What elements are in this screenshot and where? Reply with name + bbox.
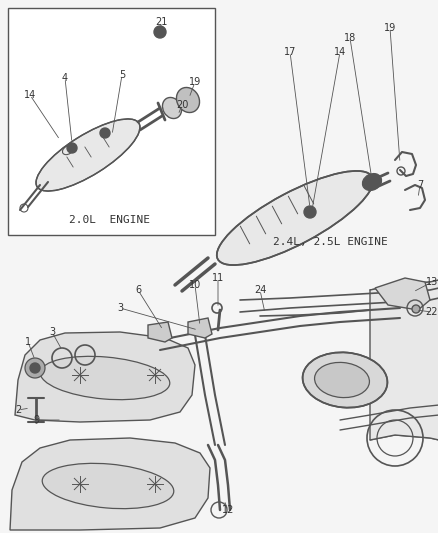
Text: 9: 9	[33, 415, 39, 425]
Text: 21: 21	[155, 17, 167, 27]
Polygon shape	[369, 280, 438, 440]
Text: 3: 3	[49, 327, 55, 337]
Text: 4: 4	[62, 73, 68, 83]
Text: 1: 1	[25, 337, 31, 347]
Text: 14: 14	[333, 47, 345, 57]
Ellipse shape	[302, 352, 386, 408]
Text: 19: 19	[188, 77, 201, 87]
Text: 11: 11	[212, 273, 224, 283]
Text: 2.4L, 2.5L ENGINE: 2.4L, 2.5L ENGINE	[272, 237, 386, 247]
Polygon shape	[148, 322, 172, 342]
Polygon shape	[187, 318, 212, 338]
Polygon shape	[374, 278, 429, 310]
Text: 18: 18	[343, 33, 355, 43]
Text: 17: 17	[283, 47, 296, 57]
Circle shape	[154, 26, 166, 38]
Circle shape	[67, 143, 77, 153]
Ellipse shape	[362, 174, 381, 190]
Text: 6: 6	[134, 285, 141, 295]
Ellipse shape	[36, 119, 140, 191]
Bar	[8, 8, 215, 235]
Text: 13: 13	[425, 277, 437, 287]
Text: 7: 7	[416, 180, 422, 190]
Ellipse shape	[42, 463, 173, 508]
Polygon shape	[15, 332, 194, 422]
Text: 22: 22	[425, 307, 437, 317]
Circle shape	[30, 363, 40, 373]
Text: 5: 5	[119, 70, 125, 80]
Polygon shape	[10, 438, 209, 530]
Text: 20: 20	[175, 100, 188, 110]
Text: 10: 10	[188, 280, 201, 290]
Text: 12: 12	[221, 505, 233, 515]
Ellipse shape	[314, 362, 369, 398]
Circle shape	[100, 128, 110, 138]
Ellipse shape	[40, 357, 170, 400]
Text: 2: 2	[15, 405, 21, 415]
Text: 14: 14	[24, 90, 36, 100]
Circle shape	[411, 305, 419, 313]
Text: 24: 24	[253, 285, 265, 295]
Ellipse shape	[216, 171, 372, 265]
Circle shape	[303, 206, 315, 218]
Ellipse shape	[176, 87, 199, 112]
Text: 3: 3	[117, 303, 123, 313]
Text: 19: 19	[383, 23, 395, 33]
Circle shape	[25, 358, 45, 378]
Text: 2.0L  ENGINE: 2.0L ENGINE	[69, 215, 150, 225]
Ellipse shape	[162, 98, 181, 118]
